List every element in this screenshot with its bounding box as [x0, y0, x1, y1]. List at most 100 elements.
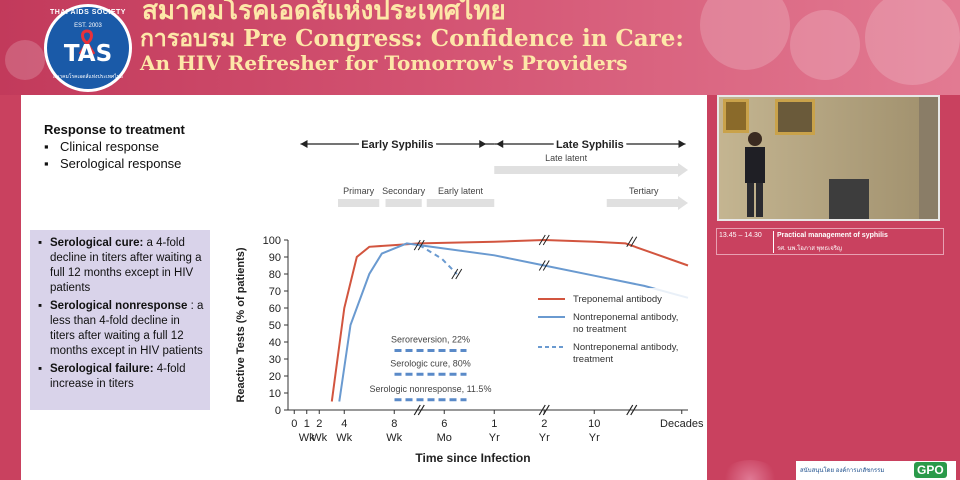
- stage-arrow-icon: [678, 196, 688, 210]
- x-tick-unit: Mo: [437, 432, 452, 444]
- axis-break-icon: [626, 404, 634, 416]
- y-tick-label: 40: [269, 337, 281, 349]
- stage-bar: [338, 199, 380, 207]
- stage-label: Secondary: [382, 186, 426, 196]
- presentation-slide: Response to treatment ▪ Clinical response…: [7, 95, 707, 480]
- series-line: [330, 238, 689, 402]
- line-break-icon: [542, 260, 550, 271]
- y-tick-label: 20: [269, 371, 281, 383]
- x-tick-unit: Yr: [489, 432, 500, 444]
- legend-label: Nontreponemal antibody,: [573, 342, 678, 353]
- x-tick-unit: Yr: [589, 432, 600, 444]
- arrowhead-icon: [300, 140, 308, 148]
- red-ribbon-icon: [78, 29, 96, 55]
- logo-est-text: EST. 2003: [74, 23, 102, 29]
- definition-term: Serological cure:: [50, 237, 144, 249]
- response-item: ▪ Serological response: [44, 156, 181, 171]
- line-break-icon: [413, 239, 421, 251]
- sponsor-strip: สนับสนุนโดย องค์การเภสัชกรรม GPO: [796, 461, 956, 480]
- x-tick-unit: Wk: [386, 432, 402, 444]
- gpo-logo: GPO: [914, 462, 947, 478]
- session-divider: [773, 231, 774, 253]
- virus-decoration: [865, 0, 960, 85]
- line-break-icon: [626, 236, 634, 247]
- definitions-box: ▪ Serological cure: a 4-fold decline in …: [30, 230, 210, 410]
- bullet-icon: ▪: [44, 139, 49, 154]
- session-topic: Practical management of syphilis: [777, 232, 888, 239]
- definition-item: ▪ Serological failure: 4-fold increase i…: [36, 362, 205, 392]
- stage-label: Late latent: [545, 153, 588, 163]
- bullet-icon: ▪: [44, 156, 49, 171]
- logo-mark: TAS: [63, 41, 113, 67]
- y-tick-label: 70: [269, 286, 281, 298]
- x-tick-label: 6: [441, 418, 447, 430]
- x-axis-label: Time since Infection: [415, 451, 530, 465]
- x-tick-label: 0: [291, 418, 297, 430]
- x-tick-label: 10: [588, 418, 600, 430]
- bullet-icon: ▪: [38, 237, 43, 249]
- y-tick-label: 80: [269, 269, 281, 281]
- session-time: 13.45 – 14.30: [719, 232, 762, 239]
- header-title-thai: สมาคมโรคเอดส์แห่งประเทศไทย: [142, 0, 506, 26]
- legend-label: treatment: [573, 354, 613, 365]
- y-tick-label: 0: [275, 405, 281, 417]
- y-tick-label: 10: [269, 388, 281, 400]
- response-item-label: Clinical response: [60, 139, 159, 154]
- axis-break-icon: [542, 404, 550, 416]
- definition-text: 4-fold increase in titers: [50, 363, 186, 390]
- wall-frame: [723, 99, 749, 133]
- virus-decoration: [700, 0, 790, 70]
- early-syphilis-label: Early Syphilis: [361, 139, 433, 151]
- response-item: ▪ Clinical response: [44, 139, 159, 154]
- stage-bar: [606, 199, 678, 207]
- slide-left-border: [7, 95, 21, 480]
- session-speaker: รศ. นพ.โอภาส พุทธเจริญ: [777, 246, 843, 252]
- line-break-icon: [542, 234, 550, 246]
- logo-bottom-text: สมาคมโรคเอดส์แห่งประเทศไทย: [53, 74, 123, 80]
- stage-label: Tertiary: [629, 186, 659, 196]
- virus-decoration: [5, 40, 45, 80]
- x-tick-unit: Wk: [299, 432, 315, 444]
- x-tick-unit: Yr: [539, 432, 550, 444]
- definition-item: ▪ Serological cure: a 4-fold decline in …: [36, 236, 205, 296]
- line-break-icon: [417, 239, 425, 251]
- y-axis-label: Reactive Tests (% of patients): [235, 247, 247, 402]
- stage-label: Early latent: [438, 186, 484, 196]
- legend-label: Treponemal antibody: [573, 294, 662, 305]
- header-banner: THAI AIDS SOCIETY EST. 2003 TAS สมาคมโรค…: [0, 0, 960, 95]
- x-tick-label: 1: [491, 418, 497, 430]
- stage-bar: [494, 166, 678, 174]
- logo-ring-text: THAI AIDS SOCIETY: [50, 9, 126, 16]
- y-tick-label: 100: [263, 235, 281, 247]
- y-tick-label: 60: [269, 303, 281, 315]
- x-tick-unit: Wk: [311, 432, 327, 444]
- x-tick-label: 8: [391, 418, 397, 430]
- axis-break-icon: [417, 404, 425, 416]
- response-item-label: Serological response: [60, 156, 182, 171]
- axis-break-icon: [413, 404, 421, 416]
- bullet-icon: ▪: [38, 300, 43, 312]
- y-tick-label: 30: [269, 354, 281, 366]
- line-break-icon: [455, 268, 463, 280]
- sponsor-text: สนับสนุนโดย องค์การเภสัชกรรม: [800, 468, 885, 474]
- header-title-line2: An HIV Refresher for Tomorrow's Provider…: [140, 51, 628, 75]
- y-tick-label: 50: [269, 320, 281, 332]
- annotation-label: Serologic cure, 80%: [390, 358, 471, 368]
- speaker-video: [717, 95, 940, 221]
- stage-bar: [385, 199, 422, 207]
- arrowhead-icon: [678, 140, 686, 148]
- line-break-icon: [630, 236, 638, 247]
- series-line: [418, 244, 458, 275]
- annotation-label: Seroreversion, 22%: [391, 335, 470, 345]
- virus-decoration: [790, 10, 860, 80]
- header-title-line1: การอบรม Pre Congress: Confidence in Care…: [140, 25, 684, 52]
- legend-label: no treatment: [573, 324, 627, 335]
- definition-term: Serological failure:: [50, 363, 154, 375]
- x-tick-label: 4: [341, 418, 347, 430]
- line-break-icon: [538, 234, 546, 246]
- axis-break-icon: [538, 404, 546, 416]
- x-tick-label: 2: [541, 418, 547, 430]
- arrowhead-icon: [479, 140, 487, 148]
- axis-break-icon: [630, 404, 638, 416]
